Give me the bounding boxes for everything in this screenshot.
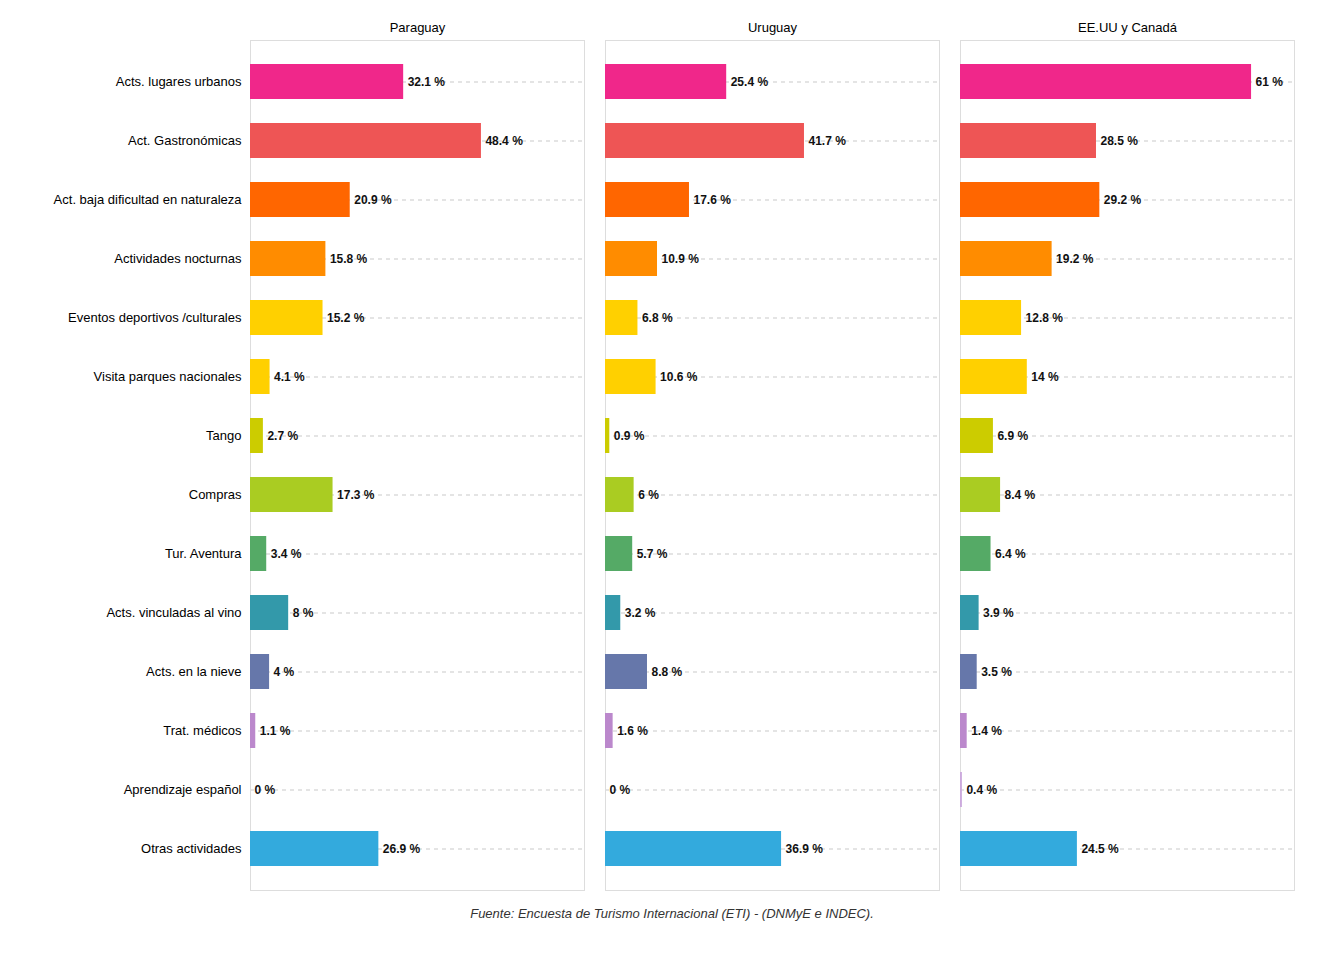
- svg-text:10.9 %: 10.9 %: [662, 252, 700, 266]
- svg-text:0 %: 0 %: [255, 783, 276, 797]
- svg-text:1.4 %: 1.4 %: [971, 724, 1002, 738]
- svg-text:8.4 %: 8.4 %: [1005, 488, 1036, 502]
- svg-text:41.7 %: 41.7 %: [808, 134, 846, 148]
- svg-text:Acts. vinculadas al vino: Acts. vinculadas al vino: [106, 605, 241, 620]
- svg-text:15.2 %: 15.2 %: [327, 311, 365, 325]
- svg-text:4 %: 4 %: [274, 665, 295, 679]
- svg-text:25.4 %: 25.4 %: [731, 75, 769, 89]
- svg-text:5.7 %: 5.7 %: [637, 547, 668, 561]
- svg-text:Trat. médicos: Trat. médicos: [163, 723, 242, 738]
- svg-text:Act. Gastronómicas: Act. Gastronómicas: [128, 133, 242, 148]
- svg-text:1.6 %: 1.6 %: [617, 724, 648, 738]
- svg-text:Otras actividades: Otras actividades: [141, 841, 242, 856]
- svg-text:Acts. lugares urbanos: Acts. lugares urbanos: [116, 74, 242, 89]
- svg-text:14 %: 14 %: [1031, 370, 1059, 384]
- svg-text:Tango: Tango: [206, 428, 241, 443]
- svg-text:17.6 %: 17.6 %: [693, 193, 731, 207]
- svg-text:3.2 %: 3.2 %: [625, 606, 656, 620]
- svg-text:10.6 %: 10.6 %: [660, 370, 698, 384]
- svg-text:17.3 %: 17.3 %: [337, 488, 375, 502]
- svg-text:Actividades nocturnas: Actividades nocturnas: [114, 251, 242, 266]
- svg-text:28.5 %: 28.5 %: [1100, 134, 1138, 148]
- svg-text:Acts. en la nieve: Acts. en la nieve: [146, 664, 241, 679]
- svg-text:Eventos deportivos /culturales: Eventos deportivos /culturales: [68, 310, 242, 325]
- svg-text:EE.UU y Canadá: EE.UU y Canadá: [1078, 20, 1178, 35]
- svg-text:1.1 %: 1.1 %: [260, 724, 291, 738]
- svg-text:Tur. Aventura: Tur. Aventura: [165, 546, 242, 561]
- svg-text:3.5 %: 3.5 %: [981, 665, 1012, 679]
- svg-text:6.8 %: 6.8 %: [642, 311, 673, 325]
- svg-text:8.8 %: 8.8 %: [651, 665, 682, 679]
- svg-text:24.5 %: 24.5 %: [1081, 842, 1119, 856]
- svg-text:6.4 %: 6.4 %: [995, 547, 1026, 561]
- svg-text:12.8 %: 12.8 %: [1026, 311, 1064, 325]
- svg-text:6.9 %: 6.9 %: [997, 429, 1028, 443]
- svg-text:0.9 %: 0.9 %: [614, 429, 645, 443]
- svg-text:Aprendizaje español: Aprendizaje español: [124, 782, 242, 797]
- svg-text:32.1 %: 32.1 %: [408, 75, 446, 89]
- svg-text:6 %: 6 %: [638, 488, 659, 502]
- svg-text:15.8 %: 15.8 %: [330, 252, 368, 266]
- svg-text:Paraguay: Paraguay: [390, 20, 446, 35]
- svg-text:26.9 %: 26.9 %: [383, 842, 421, 856]
- svg-text:Compras: Compras: [189, 487, 242, 502]
- svg-text:2.7 %: 2.7 %: [267, 429, 298, 443]
- svg-text:20.9 %: 20.9 %: [354, 193, 392, 207]
- svg-text:Act. baja dificultad en natura: Act. baja dificultad en naturaleza: [54, 192, 243, 207]
- svg-text:Uruguay: Uruguay: [748, 20, 798, 35]
- svg-text:61 %: 61 %: [1256, 75, 1284, 89]
- svg-text:0 %: 0 %: [610, 783, 631, 797]
- svg-text:8 %: 8 %: [293, 606, 314, 620]
- svg-text:3.9 %: 3.9 %: [983, 606, 1014, 620]
- svg-text:3.4 %: 3.4 %: [271, 547, 302, 561]
- svg-text:4.1 %: 4.1 %: [274, 370, 305, 384]
- svg-text:Visita parques nacionales: Visita parques nacionales: [94, 369, 242, 384]
- svg-text:19.2 %: 19.2 %: [1056, 252, 1094, 266]
- svg-text:0.4 %: 0.4 %: [966, 783, 997, 797]
- svg-text:48.4 %: 48.4 %: [485, 134, 523, 148]
- svg-text:29.2 %: 29.2 %: [1104, 193, 1142, 207]
- svg-text:36.9 %: 36.9 %: [786, 842, 824, 856]
- html-text:Fuente: Encuesta de Turismo In: Fuente: Encuesta de Turismo Internaciona…: [470, 906, 874, 921]
